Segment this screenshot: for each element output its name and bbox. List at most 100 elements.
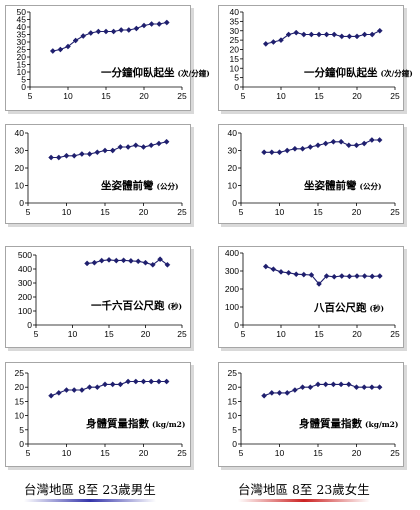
x-tick-label: 10 xyxy=(276,91,286,101)
x-tick-label: 10 xyxy=(276,329,286,339)
x-tick-label: 25 xyxy=(177,329,187,339)
y-tick-label: 25 xyxy=(15,368,25,378)
data-point xyxy=(323,273,330,279)
y-tick-label: 15 xyxy=(15,396,25,406)
y-tick-label: 15 xyxy=(17,60,27,70)
data-point xyxy=(117,381,124,388)
data-point xyxy=(72,37,79,44)
data-point xyxy=(323,31,330,38)
data-point xyxy=(118,27,125,33)
data-point xyxy=(316,281,322,287)
data-point xyxy=(315,381,321,388)
chart-title: 八百公尺跑 xyxy=(313,301,367,314)
data-point xyxy=(270,266,277,273)
x-tick-label: 10 xyxy=(62,207,72,217)
chart-unit: (kg/m2) xyxy=(365,420,398,429)
data-point xyxy=(292,387,298,393)
data-point xyxy=(338,381,344,388)
y-tick-label: 0 xyxy=(19,198,24,208)
chart-title: 坐姿體前彎 xyxy=(101,179,154,192)
y-tick-label: 20 xyxy=(228,163,238,173)
data-point xyxy=(308,31,315,38)
chart-unit: (公分) xyxy=(157,181,179,191)
data-point xyxy=(322,140,329,147)
y-tick-label: 40 xyxy=(17,22,27,32)
data-point xyxy=(149,261,156,268)
x-tick-label: 20 xyxy=(352,448,362,458)
y-tick-label: 40 xyxy=(230,7,240,17)
x-tick-label: 25 xyxy=(390,91,400,101)
data-point xyxy=(322,381,329,388)
x-tick-label: 10 xyxy=(275,448,285,458)
data-point xyxy=(148,142,155,149)
y-tick-label: 10 xyxy=(228,411,238,421)
x-tick-label: 5 xyxy=(239,448,244,458)
chart-unit: (公分) xyxy=(360,181,382,191)
data-point xyxy=(315,142,321,149)
y-tick-label: 0 xyxy=(232,439,237,449)
caption-male-underline xyxy=(24,499,156,502)
data-point xyxy=(140,144,147,150)
data-point xyxy=(270,39,277,45)
data-point xyxy=(125,144,131,150)
data-point xyxy=(284,147,291,154)
chart-panel-sit-reach-female: 0 10 20 30 40 5 10 15 20 25 坐姿體前彎 (公分) xyxy=(218,124,404,224)
y-tick-label: 45 xyxy=(17,15,27,25)
y-tick-label: 20 xyxy=(15,163,25,173)
data-point xyxy=(262,40,269,47)
data-point xyxy=(79,387,85,393)
y-tick-label: 35 xyxy=(17,30,27,40)
caption-female-text: 台灣地區 8至 23歲女生 xyxy=(238,482,370,497)
data-point xyxy=(261,392,267,399)
data-point xyxy=(164,261,171,268)
x-tick-label: 5 xyxy=(34,329,39,339)
y-tick-label: 25 xyxy=(17,45,27,55)
data-point xyxy=(133,25,140,32)
y-tick-label: 0 xyxy=(234,82,239,92)
y-tick-label: 40 xyxy=(15,128,25,138)
data-point xyxy=(308,272,315,278)
data-point xyxy=(300,31,307,38)
chart-title: 一分鐘仰臥起坐 xyxy=(101,66,175,79)
data-point xyxy=(376,27,383,34)
chart-unit: (秒) xyxy=(168,301,183,311)
chart-panel-sit-ups-female: 0 5 10 15 20 25 30 35 40 5 10 15 20 25 一分鐘仰臥起坐 (次/分鐘) xyxy=(218,5,413,111)
data-point xyxy=(120,257,127,264)
data-point xyxy=(376,384,383,391)
data-point xyxy=(49,48,56,54)
series-line xyxy=(264,139,380,153)
x-tick-label: 5 xyxy=(241,91,246,101)
data-point xyxy=(361,31,368,38)
caption-male-text: 台灣地區 8至 23歲男生 xyxy=(24,482,156,497)
data-point xyxy=(353,142,360,149)
data-point xyxy=(284,389,291,396)
y-tick-label: 5 xyxy=(234,73,239,83)
y-tick-label: 5 xyxy=(19,425,24,435)
data-point xyxy=(156,140,162,147)
data-point xyxy=(293,29,300,36)
data-point xyxy=(338,273,345,279)
data-point xyxy=(307,384,314,391)
x-tick-label: 10 xyxy=(68,329,78,339)
data-point xyxy=(80,33,87,39)
data-point xyxy=(48,392,54,399)
data-point xyxy=(345,381,352,388)
y-tick-label: 10 xyxy=(15,411,25,421)
x-tick-label: 5 xyxy=(26,448,31,458)
chart-panel-sit-ups-male: 0 5 10 15 20 25 30 35 40 45 50 5 10 15 20 25 一分鐘仰臥起坐 (次/分… xyxy=(5,5,210,111)
series-line xyxy=(51,141,167,159)
chart-svg: 0 100 200 300 400 5 10 15 20 25 八百公尺跑 (秒) xyxy=(225,248,400,339)
y-tick-label: 30 xyxy=(228,146,238,156)
y-tick-label: 20 xyxy=(228,382,238,392)
chart-panel-bmi-female: 0 5 10 15 20 25 5 10 15 20 25 身體質量指數 (kg/m2) xyxy=(218,362,404,467)
x-tick-label: 20 xyxy=(352,329,362,339)
caption-female: 台灣地區 8至 23歲女生 xyxy=(238,481,370,502)
x-tick-label: 20 xyxy=(352,91,362,101)
data-point xyxy=(292,145,298,152)
data-point xyxy=(361,273,368,279)
data-point xyxy=(135,258,142,265)
chart-title: 坐姿體前彎 xyxy=(304,179,357,192)
chart-svg: 0 10 20 30 40 5 10 15 20 25 坐姿體前彎 (公分) xyxy=(228,128,400,217)
y-tick-label: 30 xyxy=(17,37,27,47)
